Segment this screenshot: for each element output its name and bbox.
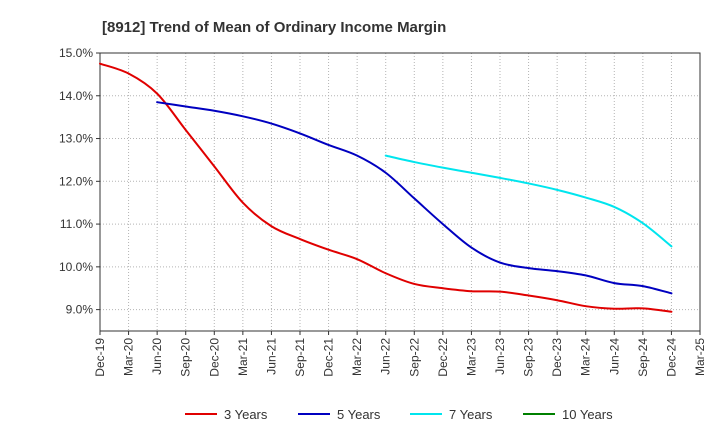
x-tick-label: Dec-22 bbox=[436, 338, 450, 377]
x-tick-label: Mar-20 bbox=[122, 338, 136, 376]
series-lines bbox=[99, 62, 673, 313]
x-tick-label: Sep-24 bbox=[636, 338, 650, 377]
y-tick-label: 10.0% bbox=[59, 260, 93, 274]
series-line-5-years bbox=[156, 101, 673, 295]
x-tick-label: Sep-22 bbox=[407, 338, 421, 377]
legend-label-3-years: 3 Years bbox=[224, 407, 268, 422]
y-axis: 9.0% 10.0% 11.0% 12.0% 13.0% 14.0% 15.0% bbox=[59, 46, 100, 317]
x-tick-label: Sep-23 bbox=[522, 338, 536, 377]
x-tick-label: Jun-20 bbox=[150, 338, 164, 375]
y-tick-label: 11.0% bbox=[60, 217, 93, 231]
y-tick-label: 15.0% bbox=[59, 46, 93, 60]
y-tick-label: 9.0% bbox=[66, 303, 94, 317]
y-tick-label: 12.0% bbox=[59, 174, 93, 188]
legend-label-5-years: 5 Years bbox=[337, 407, 381, 422]
chart-title: [8912] Trend of Mean of Ordinary Income … bbox=[102, 19, 446, 36]
y-tick-label: 14.0% bbox=[59, 89, 93, 103]
x-tick-label: Mar-21 bbox=[236, 338, 250, 376]
x-tick-label: Dec-24 bbox=[664, 338, 678, 377]
x-tick-label: Jun-22 bbox=[379, 338, 393, 375]
x-tick-label: Mar-22 bbox=[350, 338, 364, 376]
x-tick-label: Sep-21 bbox=[293, 338, 307, 377]
x-tick-label: Dec-20 bbox=[207, 338, 221, 377]
x-tick-label: Jun-21 bbox=[264, 338, 278, 375]
y-tick-label: 13.0% bbox=[59, 132, 93, 146]
legend-label-7-years: 7 Years bbox=[449, 407, 493, 422]
x-tick-label: Jun-23 bbox=[493, 338, 507, 375]
x-axis: Dec-19 Mar-20 Jun-20 Sep-20 Dec-20 Mar-21 Jun-… bbox=[93, 331, 707, 377]
x-tick-label: Dec-21 bbox=[322, 338, 336, 377]
x-tick-label: Mar-23 bbox=[464, 338, 478, 376]
x-tick-label: Mar-24 bbox=[579, 338, 593, 376]
legend-label-10-years: 10 Years bbox=[562, 407, 613, 422]
x-tick-label: Dec-23 bbox=[550, 338, 564, 377]
legend: 3 Years 5 Years 7 Years 10 Years bbox=[185, 407, 613, 422]
grid bbox=[99, 52, 701, 331]
plot-frame bbox=[99, 52, 701, 332]
x-tick-label: Dec-19 bbox=[93, 338, 107, 377]
x-tick-label: Mar-25 bbox=[693, 338, 707, 376]
series-line-3-years bbox=[99, 62, 673, 313]
x-tick-label: Sep-20 bbox=[179, 338, 193, 377]
series-line-7-years bbox=[384, 154, 673, 248]
x-tick-label: Jun-24 bbox=[607, 338, 621, 375]
